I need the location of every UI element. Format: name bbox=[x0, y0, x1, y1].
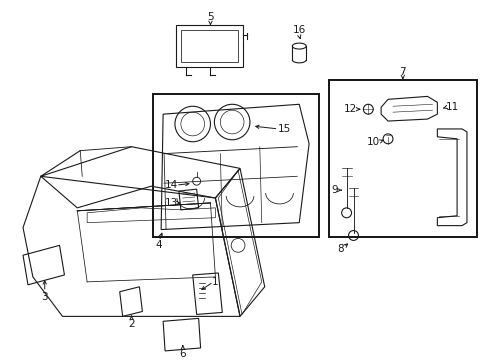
Bar bbox=[176, 25, 243, 67]
Text: 14: 14 bbox=[164, 180, 177, 190]
Text: 6: 6 bbox=[179, 349, 186, 359]
Text: 2: 2 bbox=[128, 319, 135, 329]
Text: 3: 3 bbox=[41, 292, 48, 302]
Bar bbox=[181, 30, 238, 62]
Text: 9: 9 bbox=[331, 185, 337, 195]
Text: 10: 10 bbox=[366, 137, 379, 147]
Text: 1: 1 bbox=[212, 277, 218, 287]
Text: 4: 4 bbox=[156, 240, 162, 250]
Text: 7: 7 bbox=[399, 67, 406, 77]
Bar bbox=[328, 80, 476, 238]
Text: 8: 8 bbox=[337, 244, 343, 254]
Bar bbox=[153, 94, 318, 238]
Text: 12: 12 bbox=[343, 104, 356, 114]
Text: 15: 15 bbox=[277, 124, 290, 134]
Text: 11: 11 bbox=[445, 102, 458, 112]
Text: 16: 16 bbox=[292, 25, 305, 35]
Text: 13: 13 bbox=[164, 198, 177, 208]
Text: 5: 5 bbox=[207, 13, 213, 22]
